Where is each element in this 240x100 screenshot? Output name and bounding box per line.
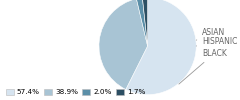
Wedge shape [136,0,148,46]
Text: BLACK: BLACK [179,49,227,84]
Wedge shape [126,0,196,95]
Text: ASIAN: ASIAN [196,28,225,40]
Legend: 57.4%, 38.9%, 2.0%, 1.7%: 57.4%, 38.9%, 2.0%, 1.7% [6,89,145,95]
Wedge shape [99,0,148,90]
Wedge shape [142,0,148,46]
Text: HISPANIC: HISPANIC [196,37,237,46]
